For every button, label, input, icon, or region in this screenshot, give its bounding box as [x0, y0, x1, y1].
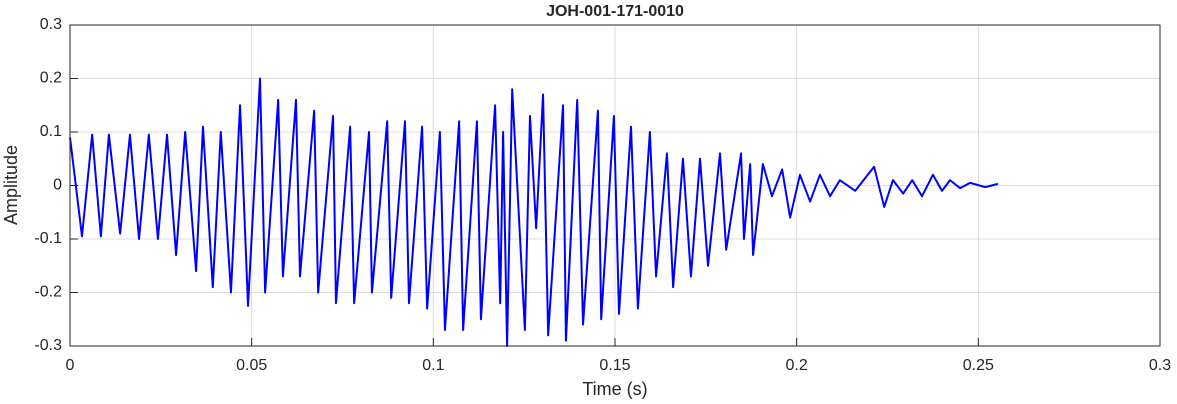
x-tick-label: 0.2: [786, 357, 808, 374]
x-tick-label: 0.25: [963, 357, 994, 374]
plot: [69, 77, 999, 347]
y-tick-label: 0.2: [40, 70, 62, 87]
x-tick-label: 0.15: [599, 357, 630, 374]
x-tick-label: 0.05: [236, 357, 267, 374]
y-tick-label: 0.3: [40, 16, 62, 33]
x-tick-label: 0.1: [422, 357, 444, 374]
y-axis-label: Amplitude: [1, 145, 21, 225]
x-axis-label: Time (s): [582, 379, 647, 399]
chart-title: JOH-001-171-0010: [546, 3, 684, 20]
y-tick-label: -0.3: [34, 337, 62, 354]
y-tick-label: 0.1: [40, 123, 62, 140]
y-tick-label: 0: [53, 177, 62, 194]
x-tick-label: 0.3: [1149, 357, 1171, 374]
x-tick-label: 0: [66, 357, 75, 374]
waveform-line: [69, 77, 999, 347]
y-tick-label: -0.2: [34, 284, 62, 301]
y-tick-label: -0.1: [34, 230, 62, 247]
